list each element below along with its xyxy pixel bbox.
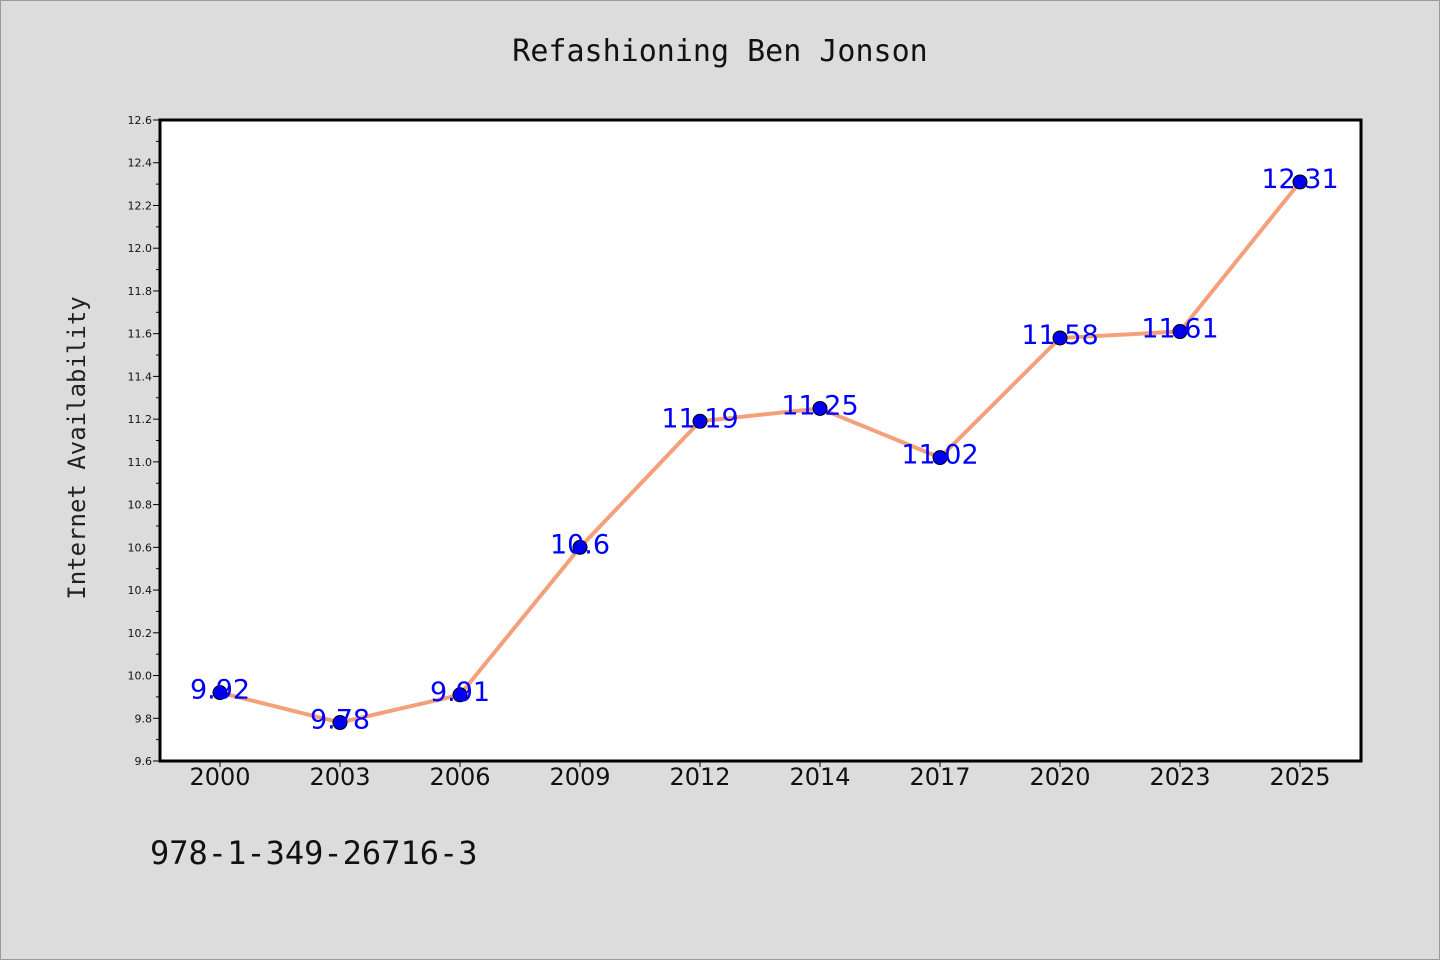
y-tick-label: 10.2 [128,627,153,640]
series-line [218,179,1302,725]
x-tick-label: 2012 [669,763,730,791]
y-tick-label: 10.6 [128,541,153,554]
data-label: 11.25 [781,390,858,421]
x-tick-label: 2023 [1149,763,1210,791]
plot-area [160,120,1361,761]
data-label: 11.61 [1141,314,1218,345]
x-tick-label: 2003 [309,763,370,791]
data-label: 11.19 [661,403,738,434]
y-tick-label: 10.4 [128,584,153,597]
y-tick-label: 12.4 [128,157,153,170]
x-tick-label: 2009 [549,763,610,791]
data-point [332,715,348,731]
y-tick-label: 11.2 [128,413,153,426]
y-tick-label: 12.0 [128,242,153,255]
data-label: 10.6 [550,529,610,560]
data-point [692,413,708,429]
data-label: 9.92 [190,675,250,706]
data-label: 9.78 [310,705,370,736]
y-tick-label: 12.6 [128,114,153,127]
data-point [1052,330,1068,346]
plot-border [158,118,1363,763]
data-point [452,687,468,703]
x-tick-label: 2017 [909,763,970,791]
y-tick-label: 10.0 [128,670,153,683]
data-label: 11.02 [901,440,978,471]
data-point [932,450,948,466]
data-point [572,539,588,555]
y-tick-label: 12.2 [128,199,153,212]
data-point [1172,324,1188,340]
x-tick-label: 2000 [189,763,250,791]
data-label: 9.91 [430,677,490,708]
y-tick-label: 10.8 [128,499,153,512]
data-label: 12.31 [1261,164,1338,195]
y-tick-label: 11.0 [128,456,153,469]
isbn-text: 978-1-349-26716-3 [150,834,478,872]
x-tick-label: 2014 [789,763,850,791]
data-point [812,400,828,416]
y-tick-label: 11.4 [128,370,153,383]
y-tick-label: 9.6 [135,755,153,768]
x-tick-label: 2025 [1269,763,1330,791]
x-tick-label: 2006 [429,763,490,791]
y-tick-label: 11.8 [128,285,153,298]
y-tick-label: 11.6 [128,328,153,341]
data-label: 11.58 [1021,320,1098,351]
x-tick-label: 2020 [1029,763,1090,791]
data-point [1292,174,1308,190]
y-tick-label: 9.8 [135,712,153,725]
data-point [212,685,228,701]
chart-title: Refashioning Ben Jonson [512,34,928,69]
